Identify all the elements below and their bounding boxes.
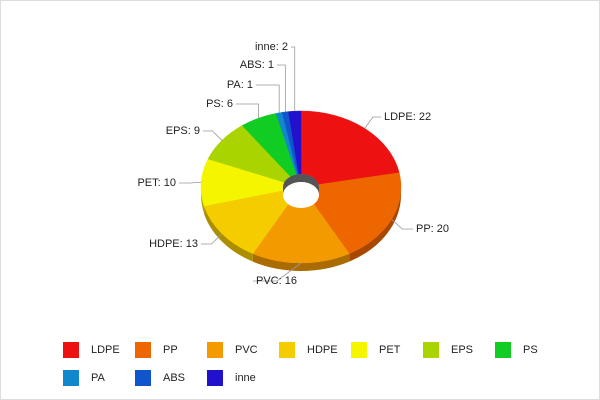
slice-side bbox=[252, 253, 350, 271]
leader-line bbox=[256, 84, 280, 113]
legend-label: LDPE bbox=[91, 344, 120, 356]
legend-swatch bbox=[135, 342, 151, 358]
leader-line bbox=[201, 233, 223, 245]
legend-swatch bbox=[207, 370, 223, 386]
legend-label: PA bbox=[91, 372, 106, 384]
leader-line bbox=[253, 262, 302, 282]
data-label: inne: 2 bbox=[255, 41, 288, 53]
legend-label: EPS bbox=[451, 344, 473, 356]
legend-swatch bbox=[207, 342, 223, 358]
data-label: PP: 20 bbox=[416, 223, 449, 235]
legend-swatch bbox=[135, 370, 151, 386]
hole-wall bbox=[283, 174, 319, 195]
legend-swatch bbox=[63, 370, 79, 386]
data-label: PA: 1 bbox=[227, 79, 253, 91]
slice-side bbox=[349, 187, 401, 262]
data-label: PS: 6 bbox=[206, 98, 233, 110]
legend-swatch bbox=[279, 342, 295, 358]
legend-label: PP bbox=[163, 344, 178, 356]
data-label: EPS: 9 bbox=[166, 125, 200, 137]
legend-label: PVC bbox=[235, 344, 258, 356]
legend-swatch bbox=[423, 342, 439, 358]
legend-label: PS bbox=[523, 344, 538, 356]
leader-line bbox=[179, 181, 202, 184]
slice bbox=[288, 110, 302, 175]
data-label: HDPE: 13 bbox=[149, 238, 198, 250]
leader-line bbox=[391, 219, 413, 230]
leader-line bbox=[236, 103, 259, 119]
legend-label: ABS bbox=[163, 372, 185, 384]
data-label: LDPE: 22 bbox=[384, 111, 431, 123]
legend-label: inne bbox=[235, 372, 256, 384]
leader-line bbox=[203, 130, 223, 141]
legend-label: PET bbox=[379, 344, 401, 356]
data-label: PET: 10 bbox=[137, 177, 176, 189]
legend-swatch bbox=[63, 342, 79, 358]
legend-swatch bbox=[351, 342, 367, 358]
leader-line bbox=[291, 46, 296, 112]
leader-line bbox=[277, 64, 286, 112]
data-label: PVC: 16 bbox=[256, 275, 297, 287]
leader-line bbox=[364, 116, 381, 129]
hole bbox=[283, 182, 319, 208]
data-label: ABS: 1 bbox=[240, 59, 274, 71]
legend-swatch bbox=[495, 342, 511, 358]
legend-label: HDPE bbox=[307, 344, 338, 356]
